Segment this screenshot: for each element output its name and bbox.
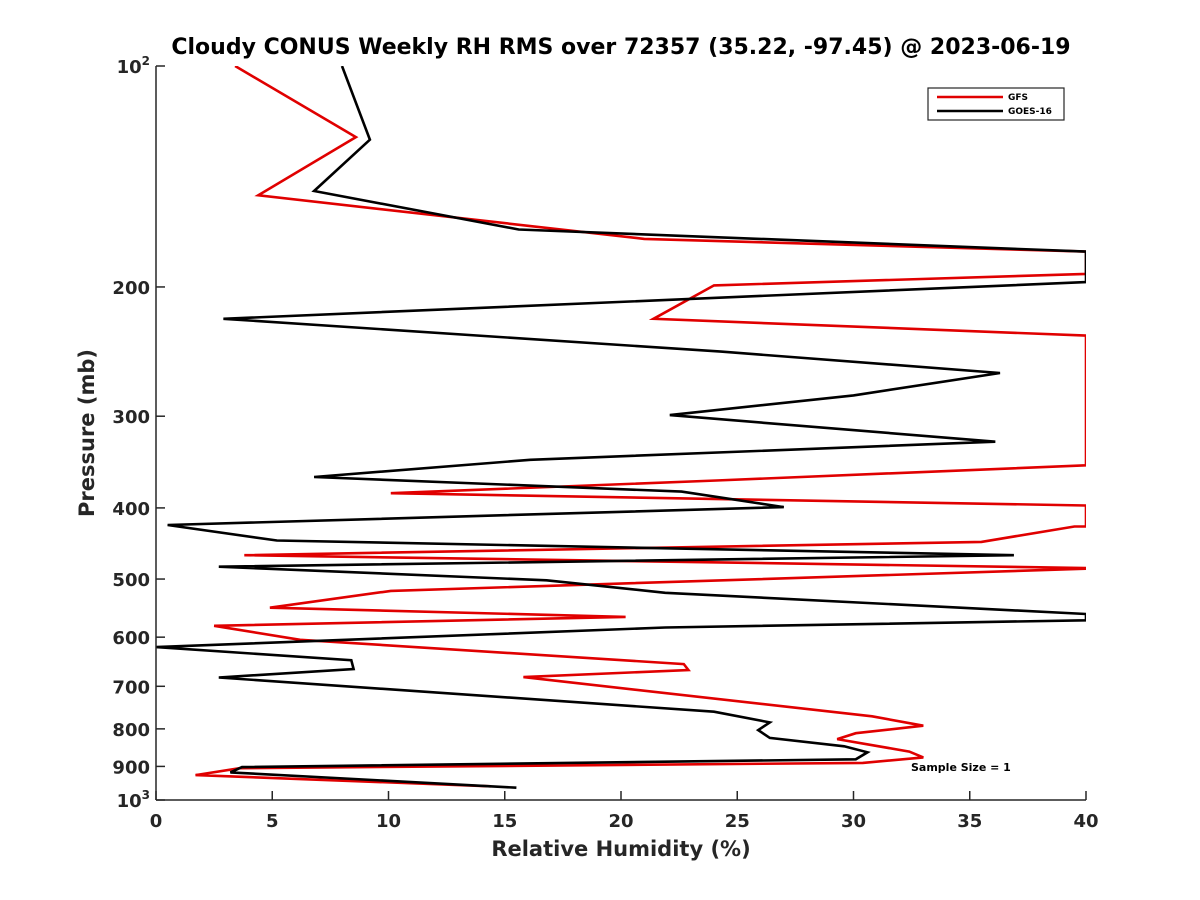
axes [155,65,1087,801]
y-tick-label: 800 [112,720,150,741]
plot-area [156,66,1086,800]
y-tick-label: 200 [112,278,150,299]
y-tick-label: 400 [112,499,150,520]
x-tick-label: 40 [1073,811,1098,832]
x-tick-label: 15 [492,811,517,832]
legend: GFS GOES-16 [927,87,1065,121]
sample-size-annotation: Sample Size = 1 [911,761,1011,774]
x-tick-label: 10 [376,811,401,832]
y-tick-label: 102 [117,54,150,78]
chart-title: Cloudy CONUS Weekly RH RMS over 72357 (3… [171,35,1070,60]
x-tick-label: 25 [725,811,750,832]
legend-entry: GOES-16 [1008,107,1052,117]
plot-frame [156,66,1086,800]
x-tick-label: 20 [608,811,633,832]
y-tick-label: 103 [117,788,150,812]
tick-labels: 0 5 10 15 20 25 30 35 40 102 200 300 400 500 600 700 800… [112,54,1098,832]
x-tick-label: 35 [957,811,982,832]
y-tick-label: 500 [112,570,150,591]
x-axis-label: Relative Humidity (%) [491,837,750,861]
legend-box [927,87,1065,121]
y-tick-label: 900 [112,757,150,778]
x-tick-label: 30 [841,811,866,832]
y-tick-label: 300 [112,407,150,428]
series-line-goes-16 [156,66,1086,789]
y-axis-label: Pressure (mb) [75,349,99,517]
y-tick-label: 700 [112,677,150,698]
x-tick-label: 0 [150,811,163,832]
y-tick-label: 600 [112,628,150,649]
x-tick-label: 5 [266,811,279,832]
legend-entry: GFS [1008,93,1028,103]
series-line-gfs [195,66,1086,788]
